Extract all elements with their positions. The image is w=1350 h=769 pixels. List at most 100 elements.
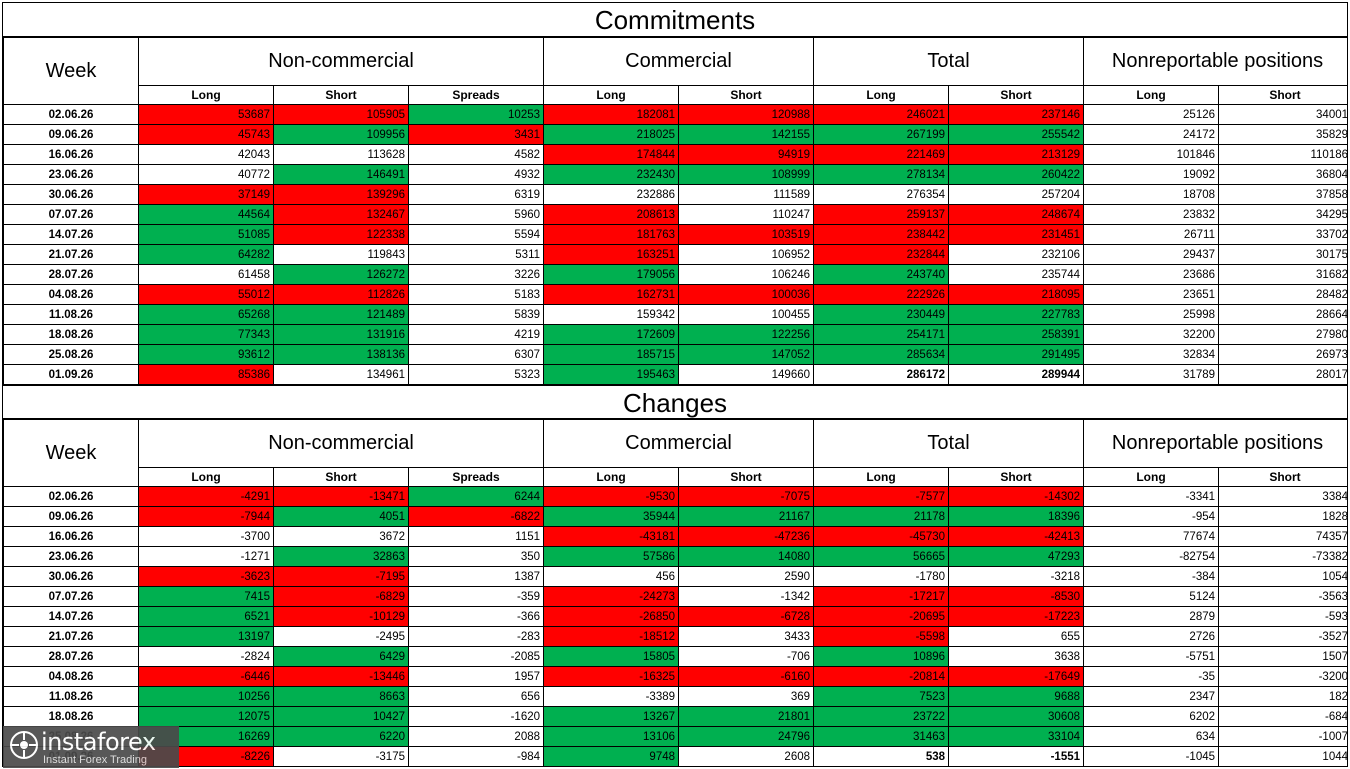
- value-cell: 45743: [138, 124, 274, 145]
- value-cell: 538: [813, 746, 950, 766]
- week-cell: 14.07.26: [3, 606, 139, 627]
- value-cell: 195463: [543, 364, 680, 385]
- value-cell: -6160: [678, 666, 815, 687]
- value-cell: 232430: [543, 164, 680, 185]
- table-row: 28.07.26 -2824 6429 -2085 15805 -706 10896 3638…: [3, 646, 1347, 667]
- value-cell: 3431: [407, 124, 545, 145]
- table-row: 11.08.26 65268 121489 5839 159342 100455 23044…: [3, 304, 1347, 325]
- week-cell: 11.08.26: [3, 686, 139, 707]
- value-cell: -20814: [813, 666, 950, 687]
- value-cell: 456: [543, 566, 680, 587]
- week-cell: 16.06.26: [3, 526, 139, 547]
- value-cell: -359: [407, 586, 545, 607]
- value-cell: 15805: [543, 646, 680, 667]
- value-cell: -1780: [813, 566, 950, 587]
- value-cell: -6728: [678, 606, 815, 627]
- table-row: 23.06.26 -1271 32863 350 57586 14080 56665 4729…: [3, 546, 1347, 567]
- value-cell: 13106: [543, 726, 680, 747]
- week-cell: 28.07.26: [3, 264, 139, 285]
- value-cell: 181763: [543, 224, 680, 245]
- value-cell: 3433: [678, 626, 815, 647]
- value-cell: 42043: [138, 144, 274, 165]
- value-cell: 85386: [138, 364, 274, 385]
- value-cell: 5839: [407, 304, 545, 325]
- value-cell: -7195: [273, 566, 409, 587]
- value-cell: 26973: [1218, 344, 1347, 365]
- value-cell: 33104: [948, 726, 1085, 747]
- value-cell: 254171: [813, 324, 950, 345]
- value-cell: 100036: [678, 284, 815, 305]
- value-cell: -1045: [1083, 746, 1220, 766]
- value-cell: 286172: [813, 364, 950, 385]
- value-cell: 208613: [543, 204, 680, 225]
- value-cell: 6244: [407, 486, 545, 507]
- value-cell: 10896: [813, 646, 950, 667]
- total-header: Total: [813, 419, 1085, 468]
- value-cell: -5751: [1083, 646, 1220, 667]
- column-header: Short: [678, 85, 815, 105]
- table-row: 09.06.26 45743 109956 3431 218025 142155 26719…: [3, 124, 1347, 145]
- table-row: 04.08.26 -6446 -13446 1957 -16325 -6160 -20814…: [3, 666, 1347, 687]
- noncommercial-header: Non-commercial: [137, 419, 545, 468]
- value-cell: 3226: [407, 264, 545, 285]
- value-cell: 656: [407, 686, 545, 707]
- table-row: 04.08.26 55012 112826 5183 162731 100036 22292…: [3, 284, 1347, 305]
- column-header: Long: [813, 85, 950, 105]
- value-cell: 21801: [678, 706, 815, 727]
- value-cell: 36804: [1218, 164, 1347, 185]
- value-cell: 182: [1218, 686, 1347, 707]
- value-cell: 8663: [273, 686, 409, 707]
- week-cell: 02.06.26: [3, 486, 139, 507]
- table-row: 11.08.26 10256 8663 656 -3389 369 7523 9688 2347…: [3, 686, 1347, 707]
- value-cell: 10427: [273, 706, 409, 727]
- value-cell: 1957: [407, 666, 545, 687]
- value-cell: 232886: [543, 184, 680, 205]
- value-cell: 26711: [1083, 224, 1220, 245]
- value-cell: 5960: [407, 204, 545, 225]
- value-cell: 31682: [1218, 264, 1347, 285]
- table-row: 09.06.26 -7944 4051 -6822 35944 21167 21178 183…: [3, 506, 1347, 527]
- value-cell: 2088: [407, 726, 545, 747]
- table-row: 16.06.26 -3700 3672 1151 -43181 -47236 -45730-…: [3, 526, 1347, 547]
- value-cell: 74357: [1218, 526, 1347, 547]
- value-cell: 232844: [813, 244, 950, 265]
- table-row: 16.06.26 42043 113628 4582 174844 94919 221469…: [3, 144, 1347, 165]
- nonreportable-header: Nonreportable positions: [1083, 37, 1347, 86]
- value-cell: -2085: [407, 646, 545, 667]
- week-cell: 30.06.26: [3, 184, 139, 205]
- value-cell: -3527: [1218, 626, 1347, 647]
- value-cell: 28482: [1218, 284, 1347, 305]
- week-cell: 09.06.26: [3, 124, 139, 145]
- value-cell: 213129: [948, 144, 1085, 165]
- value-cell: 27980: [1218, 324, 1347, 345]
- week-cell: 07.07.26: [3, 586, 139, 607]
- value-cell: -9530: [543, 486, 680, 507]
- section-title: Commitments: [3, 3, 1347, 37]
- week-cell: 21.07.26: [3, 626, 139, 647]
- value-cell: 106246: [678, 264, 815, 285]
- value-cell: -17649: [948, 666, 1085, 687]
- value-cell: 221469: [813, 144, 950, 165]
- table-row: 14.07.26 6521 -10129 -366 -26850 -6728 -20695-…: [3, 606, 1347, 627]
- value-cell: 2879: [1083, 606, 1220, 627]
- week-cell: 04.08.26: [3, 284, 139, 305]
- value-cell: 33702: [1218, 224, 1347, 245]
- value-cell: 222926: [813, 284, 950, 305]
- table-row: 02.06.26 53687 105905 10253 182081 120988 2460…: [3, 104, 1347, 125]
- value-cell: 278134: [813, 164, 950, 185]
- value-cell: 6319: [407, 184, 545, 205]
- column-header: Long: [138, 467, 274, 487]
- column-header: Short: [1218, 467, 1347, 487]
- value-cell: 139296: [273, 184, 409, 205]
- value-cell: 25998: [1083, 304, 1220, 325]
- table-row: 21.07.26 13197 -2495 -283 -18512 3433 -5598 655…: [3, 626, 1347, 647]
- column-header: Short: [948, 467, 1085, 487]
- value-cell: 163251: [543, 244, 680, 265]
- week-cell: 07.07.26: [3, 204, 139, 225]
- value-cell: 238442: [813, 224, 950, 245]
- value-cell: -2495: [273, 626, 409, 647]
- value-cell: -1271: [138, 546, 274, 567]
- value-cell: 34001: [1218, 104, 1347, 125]
- value-cell: 350: [407, 546, 545, 567]
- value-cell: 5323: [407, 364, 545, 385]
